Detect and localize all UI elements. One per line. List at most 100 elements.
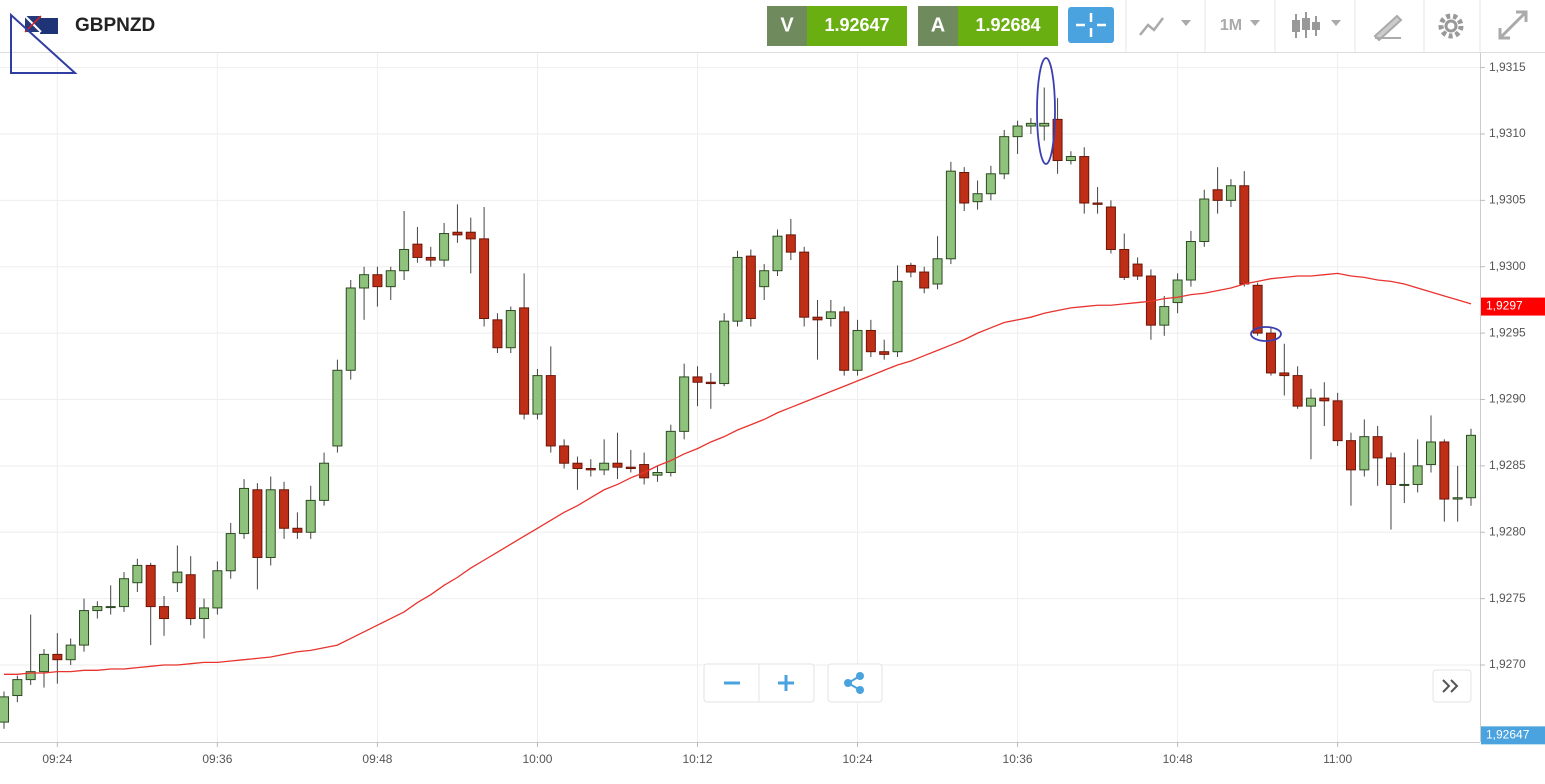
- bid-box[interactable]: [807, 6, 907, 46]
- dropdown-arrow: [1331, 20, 1341, 26]
- candle-body: [932, 258, 943, 285]
- corner-marker: [10, 12, 78, 74]
- candle-body: [145, 564, 156, 608]
- candle-body: [1425, 441, 1436, 466]
- ask-box[interactable]: [958, 6, 1058, 46]
- candle-body: [1012, 125, 1023, 138]
- candle-body: [532, 375, 543, 415]
- candle-body: [825, 311, 836, 320]
- y-tick-label: 1,9280: [1489, 524, 1526, 538]
- dropdown-arrow: [1250, 20, 1260, 26]
- candle-body: [745, 255, 756, 320]
- candle-body: [772, 235, 783, 272]
- symbol: GBPNZD: [75, 15, 155, 36]
- bid-price: 1.92647: [824, 15, 889, 35]
- ma-price-tag-label: 1,9297: [1486, 299, 1523, 313]
- candle-body: [105, 606, 116, 609]
- candle-body: [332, 369, 343, 447]
- candle-body: [1385, 457, 1396, 485]
- zoom-in[interactable]: [778, 675, 794, 691]
- candle-body: [385, 270, 396, 288]
- ma-price-tag: [1481, 297, 1545, 316]
- x-tick-label: 10:24: [843, 752, 873, 766]
- chart-type-icon[interactable]: [1139, 17, 1164, 36]
- candle-body: [465, 231, 476, 240]
- candle-body: [452, 231, 463, 236]
- candle-body: [572, 462, 583, 470]
- candle-body: [665, 430, 676, 474]
- moving-average-line: [4, 272, 1472, 675]
- timeframe[interactable]: 1M: [1220, 17, 1242, 34]
- candle-body: [12, 679, 23, 697]
- candle-body: [1279, 372, 1290, 377]
- candle-body: [265, 489, 276, 558]
- candle-body: [1105, 206, 1116, 250]
- candle-body: [1359, 436, 1370, 471]
- candle-body: [839, 311, 850, 371]
- x-tick-label: 10:48: [1163, 752, 1193, 766]
- candle-body: [1092, 202, 1103, 205]
- candle-body: [425, 256, 436, 261]
- y-tick-label: 1,9315: [1489, 60, 1526, 74]
- candle-body: [185, 574, 196, 620]
- candle-body: [785, 234, 796, 253]
- candle-body: [905, 264, 916, 273]
- x-tick-label: 10:12: [682, 752, 712, 766]
- candle-body: [1025, 122, 1036, 127]
- x-tick-label: 11:00: [1323, 752, 1352, 766]
- bid-label-box[interactable]: [767, 6, 807, 46]
- candle-icon: [1292, 18, 1320, 32]
- candle-body: [1319, 397, 1330, 402]
- share-icon: [844, 679, 852, 687]
- candle-body: [559, 445, 570, 464]
- candle-body: [1225, 185, 1236, 201]
- candle-body: [652, 472, 663, 476]
- settings-icon[interactable]: [1438, 13, 1464, 39]
- x-tick-label: 10:00: [522, 752, 552, 766]
- candle-body: [545, 375, 556, 447]
- candle-body: [1372, 436, 1383, 459]
- candle-body: [1079, 156, 1090, 204]
- candle-body: [92, 606, 103, 612]
- candle-body: [759, 270, 770, 288]
- candle-body: [1239, 185, 1250, 285]
- last-price-tag-label: 1,92647: [1486, 728, 1530, 742]
- share-icon: [856, 686, 864, 694]
- candle-body: [1345, 440, 1356, 471]
- candle-body: [39, 653, 50, 673]
- y-tick-label: 1,9285: [1489, 458, 1526, 472]
- candle-body: [625, 466, 636, 470]
- crosshair-button[interactable]: [1068, 7, 1114, 43]
- candle-body: [852, 329, 863, 371]
- candle-body: [292, 527, 303, 533]
- candle-body: [1159, 306, 1170, 326]
- candle-body: [639, 464, 650, 479]
- candle-body: [892, 280, 903, 353]
- candle-body: [1332, 400, 1343, 442]
- candle-body: [212, 570, 223, 609]
- draw-icon[interactable]: [1373, 14, 1403, 42]
- candle-body: [399, 248, 410, 272]
- candle-body: [279, 489, 290, 529]
- candle-body: [972, 193, 983, 203]
- candle-body: [1252, 284, 1263, 334]
- fullscreen-icon[interactable]: [1498, 10, 1528, 40]
- y-tick-label: 1,9270: [1489, 657, 1526, 671]
- candle-body: [1132, 263, 1143, 277]
- scroll-end-button[interactable]: [1432, 669, 1472, 703]
- candle-body: [345, 287, 356, 371]
- candle-body: [225, 533, 236, 572]
- share-button[interactable]: [827, 663, 883, 703]
- candle-body: [132, 564, 143, 584]
- crosshair-icon: [1076, 13, 1106, 37]
- candle-body: [865, 329, 876, 353]
- candle-body: [25, 671, 36, 681]
- scroll-end-icon: [1442, 679, 1459, 693]
- candle-body: [199, 607, 210, 620]
- candle-body: [439, 233, 450, 261]
- candle-body: [372, 274, 383, 288]
- x-tick-label: 09:24: [42, 752, 72, 766]
- ask-label-box[interactable]: [918, 6, 958, 46]
- candle-body: [0, 696, 9, 723]
